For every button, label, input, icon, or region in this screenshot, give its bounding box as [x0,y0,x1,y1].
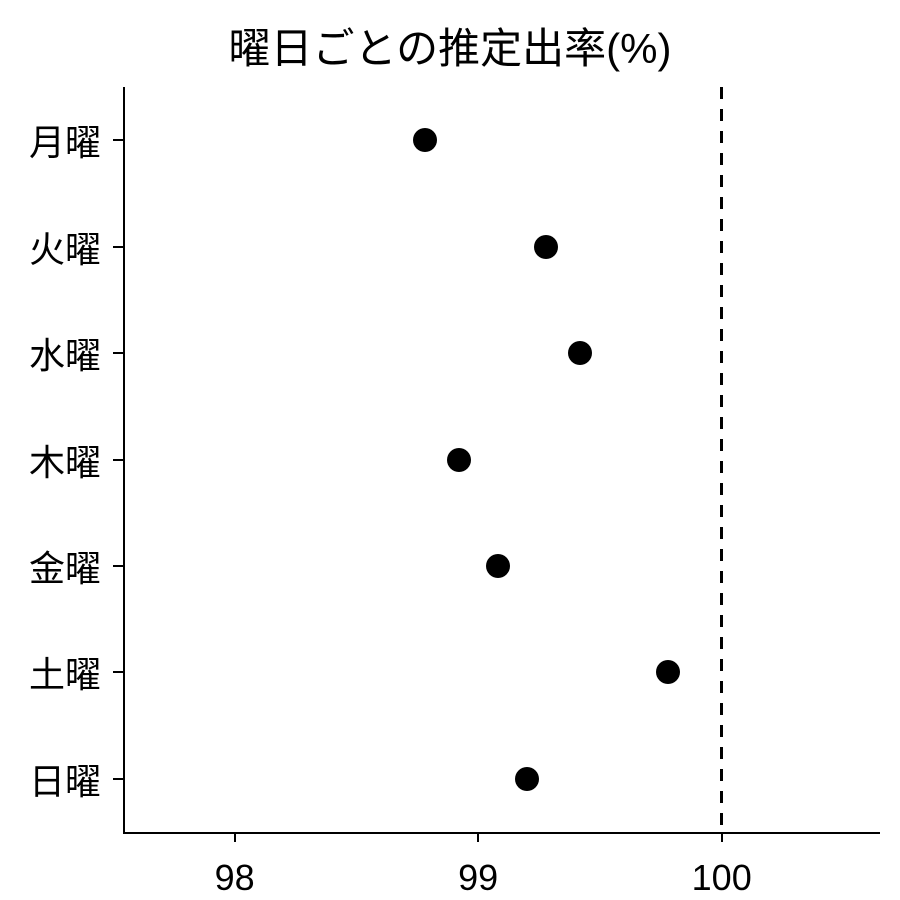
y-tick-label: 木曜 [29,434,101,486]
data-point [447,448,471,472]
data-point [486,554,510,578]
y-tick-mark [113,565,123,567]
data-point [413,128,437,152]
x-tick-mark [477,832,479,842]
reference-line [720,87,723,832]
y-tick-label: 金曜 [29,540,101,592]
y-tick-mark [113,246,123,248]
y-tick-mark [113,778,123,780]
data-point [515,767,539,791]
y-tick-mark [113,139,123,141]
x-tick-label: 98 [215,857,255,899]
y-tick-mark [113,459,123,461]
x-tick-label: 100 [692,857,752,899]
x-tick-label: 99 [458,857,498,899]
data-point [534,235,558,259]
chart-title: 曜日ごとの推定出率(%) [0,15,900,76]
y-tick-label: 月曜 [29,114,101,166]
data-point [656,660,680,684]
y-tick-mark [113,352,123,354]
plot-area: 9899100月曜火曜水曜木曜金曜土曜日曜 [125,87,880,832]
y-tick-label: 水曜 [29,327,101,379]
y-tick-label: 土曜 [29,646,101,698]
y-tick-label: 日曜 [29,753,101,805]
y-axis-line [123,87,125,834]
x-axis-line [125,832,880,834]
y-tick-label: 火曜 [29,221,101,273]
x-tick-mark [234,832,236,842]
chart-container: 曜日ごとの推定出率(%) 9899100月曜火曜水曜木曜金曜土曜日曜 [0,0,900,900]
y-tick-mark [113,671,123,673]
data-point [568,341,592,365]
x-tick-mark [721,832,723,842]
